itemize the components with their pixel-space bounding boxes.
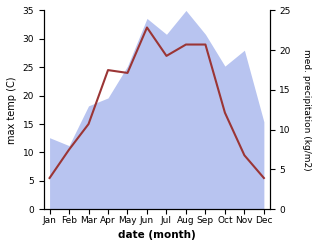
Y-axis label: max temp (C): max temp (C) (7, 76, 17, 144)
X-axis label: date (month): date (month) (118, 230, 196, 240)
Y-axis label: med. precipitation (kg/m2): med. precipitation (kg/m2) (302, 49, 311, 171)
